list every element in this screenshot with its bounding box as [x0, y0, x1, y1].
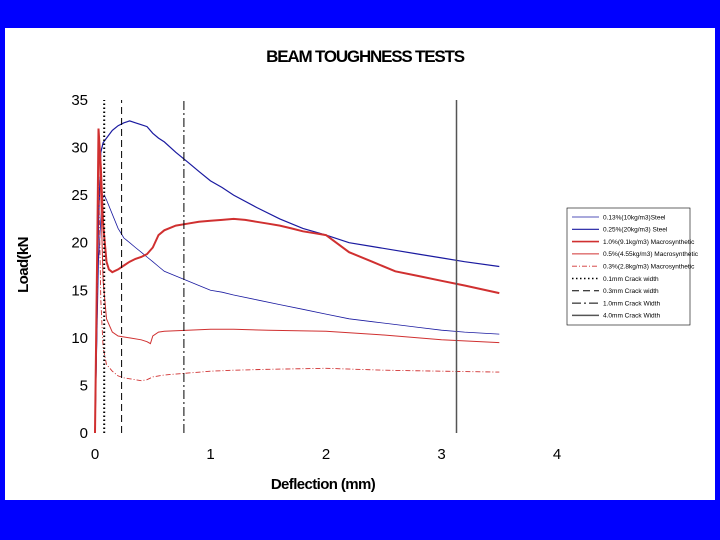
y-tick-label: 10 [71, 330, 88, 347]
y-tick-label: 25 [71, 187, 88, 204]
legend-label: 0.3%(2.8kg/m3) Macrosynthetic [603, 264, 695, 271]
series-line-5 [94, 166, 500, 434]
y-tick-label: 30 [71, 140, 88, 157]
legend-label: 1.0mm Crack Width [603, 300, 660, 307]
legend-label: 0.25%(20kg/m3) Steel [603, 227, 668, 234]
series-line-1 [94, 194, 500, 434]
y-tick-label: 35 [71, 92, 88, 109]
y-tick-label: 15 [71, 282, 88, 299]
legend-box [566, 207, 691, 326]
x-tick-label: 4 [553, 446, 561, 463]
legend-label: 1.0%(9.1kg/m3) Macrosynthetic [603, 239, 695, 246]
chart-title: BEAM TOUGHNESS TESTS [266, 47, 465, 66]
series-line-2 [94, 120, 500, 434]
x-tick-label: 1 [206, 446, 214, 463]
legend-label: 0.3mm Crack width [603, 288, 659, 295]
x-axis: 0 1 2 3 4 [91, 446, 561, 463]
legend-label: 0.1mm Crack width [603, 276, 659, 283]
y-axis-title: Load(kN [15, 237, 32, 293]
series-line-4 [94, 138, 500, 434]
y-tick-label: 5 [80, 377, 88, 394]
chart: BEAM TOUGHNESS TESTS 0 5 10 15 20 25 30 35 0 1 2 3… [15, 47, 699, 493]
x-tick-label: 3 [437, 446, 445, 463]
slide-panel: BEAM TOUGHNESS TESTS 0 5 10 15 20 25 30 35 0 1 2 3… [5, 28, 715, 500]
legend-label: 4.0mm Crack Width [603, 313, 660, 320]
y-tick-label: 0 [80, 425, 88, 442]
legend: 0.13%(10kg/m3)Steel 0.25%(20kg/m3) Steel 1… [566, 207, 699, 326]
legend-label: 0.13%(10kg/m3)Steel [603, 214, 666, 221]
series-line-3 [94, 128, 500, 434]
plot-area [94, 100, 500, 434]
legend-label: 0.5%(4.55kg/m3) Macrosynthetic [603, 251, 699, 258]
x-tick-label: 2 [322, 446, 330, 463]
y-axis: 0 5 10 15 20 25 30 35 [71, 92, 88, 442]
x-axis-title: Deflection (mm) [271, 476, 376, 493]
x-tick-label: 0 [91, 446, 99, 463]
y-tick-label: 20 [71, 235, 88, 252]
